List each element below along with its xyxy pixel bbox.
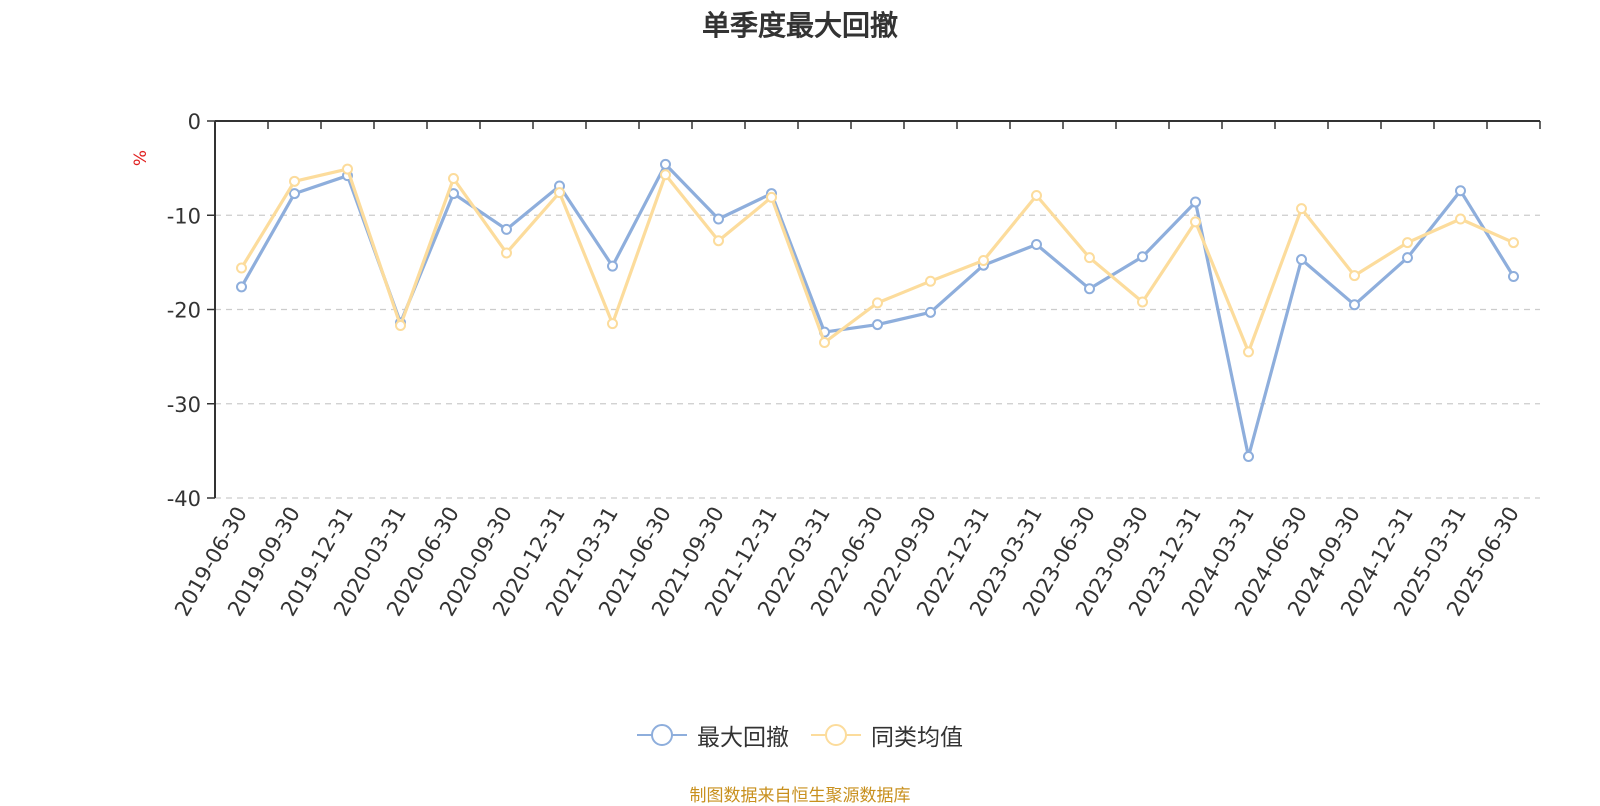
data-point[interactable]	[872, 297, 883, 309]
y-tick-labels: 0 -10 -20 -30 -40	[167, 110, 201, 511]
data-point[interactable]	[1349, 270, 1360, 282]
source-note: 制图数据来自恒生聚源数据库	[689, 786, 911, 806]
legend-label-peer-average: 同类均值	[871, 725, 963, 751]
data-point[interactable]	[289, 175, 300, 187]
data-point[interactable]	[660, 158, 671, 170]
legend-marker-max-drawdown	[637, 724, 687, 746]
y-tick-label: -20	[167, 299, 201, 323]
data-point[interactable]	[713, 213, 724, 225]
x-tick-labels: 2019-06-302019-09-302019-12-312020-03-31…	[170, 503, 1524, 621]
data-point[interactable]	[1243, 346, 1254, 358]
data-point[interactable]	[1190, 216, 1201, 228]
data-point[interactable]	[766, 191, 777, 203]
data-point[interactable]	[1296, 203, 1307, 215]
data-point[interactable]	[1137, 251, 1148, 263]
data-point[interactable]	[501, 247, 512, 259]
data-point[interactable]	[713, 235, 724, 247]
series-1	[236, 163, 1519, 358]
data-point[interactable]	[554, 187, 565, 199]
data-point[interactable]	[978, 254, 989, 266]
data-point[interactable]	[1031, 238, 1042, 250]
data-point[interactable]	[819, 336, 830, 348]
y-tick-label: -10	[167, 204, 201, 228]
series-0	[236, 158, 1519, 463]
legend-item-max-drawdown[interactable]: 最大回撤	[637, 718, 789, 752]
data-point[interactable]	[501, 223, 512, 235]
data-point[interactable]	[1508, 271, 1519, 283]
legend-item-peer-average[interactable]: 同类均值	[811, 718, 963, 752]
axes	[207, 120, 1541, 499]
data-point[interactable]	[236, 281, 247, 293]
data-point[interactable]	[236, 262, 247, 274]
grid-lines	[215, 214, 1540, 499]
data-point[interactable]	[1508, 237, 1519, 249]
data-point[interactable]	[1031, 189, 1042, 201]
series	[236, 158, 1519, 463]
data-point[interactable]	[1137, 296, 1148, 308]
y-tick-label: -40	[167, 487, 201, 511]
data-point[interactable]	[1296, 254, 1307, 266]
data-point[interactable]	[925, 306, 936, 318]
data-point[interactable]	[1243, 451, 1254, 463]
series-line	[239, 162, 1516, 459]
data-point[interactable]	[289, 188, 300, 200]
data-point[interactable]	[1190, 196, 1201, 208]
y-tick-label: 0	[188, 110, 201, 134]
data-point[interactable]	[448, 172, 459, 184]
data-point[interactable]	[342, 163, 353, 175]
data-point[interactable]	[1084, 252, 1095, 264]
data-point[interactable]	[925, 275, 936, 287]
data-point[interactable]	[1455, 185, 1466, 197]
data-point[interactable]	[1402, 252, 1413, 264]
y-tick-label: -30	[167, 393, 201, 417]
legend-marker-peer-average	[811, 724, 861, 746]
data-point[interactable]	[872, 319, 883, 331]
y-axis-unit: %	[131, 150, 151, 166]
data-point[interactable]	[607, 260, 618, 272]
data-point[interactable]	[660, 169, 671, 181]
chart-title: 单季度最大回撤	[701, 9, 898, 42]
legend-label-max-drawdown: 最大回撤	[697, 725, 789, 751]
data-point[interactable]	[1349, 299, 1360, 311]
data-point[interactable]	[1084, 283, 1095, 295]
data-point[interactable]	[607, 318, 618, 330]
data-point[interactable]	[395, 320, 406, 332]
data-point[interactable]	[1402, 237, 1413, 249]
legend: 最大回撤 同类均值	[0, 718, 1600, 752]
data-point[interactable]	[1455, 213, 1466, 225]
